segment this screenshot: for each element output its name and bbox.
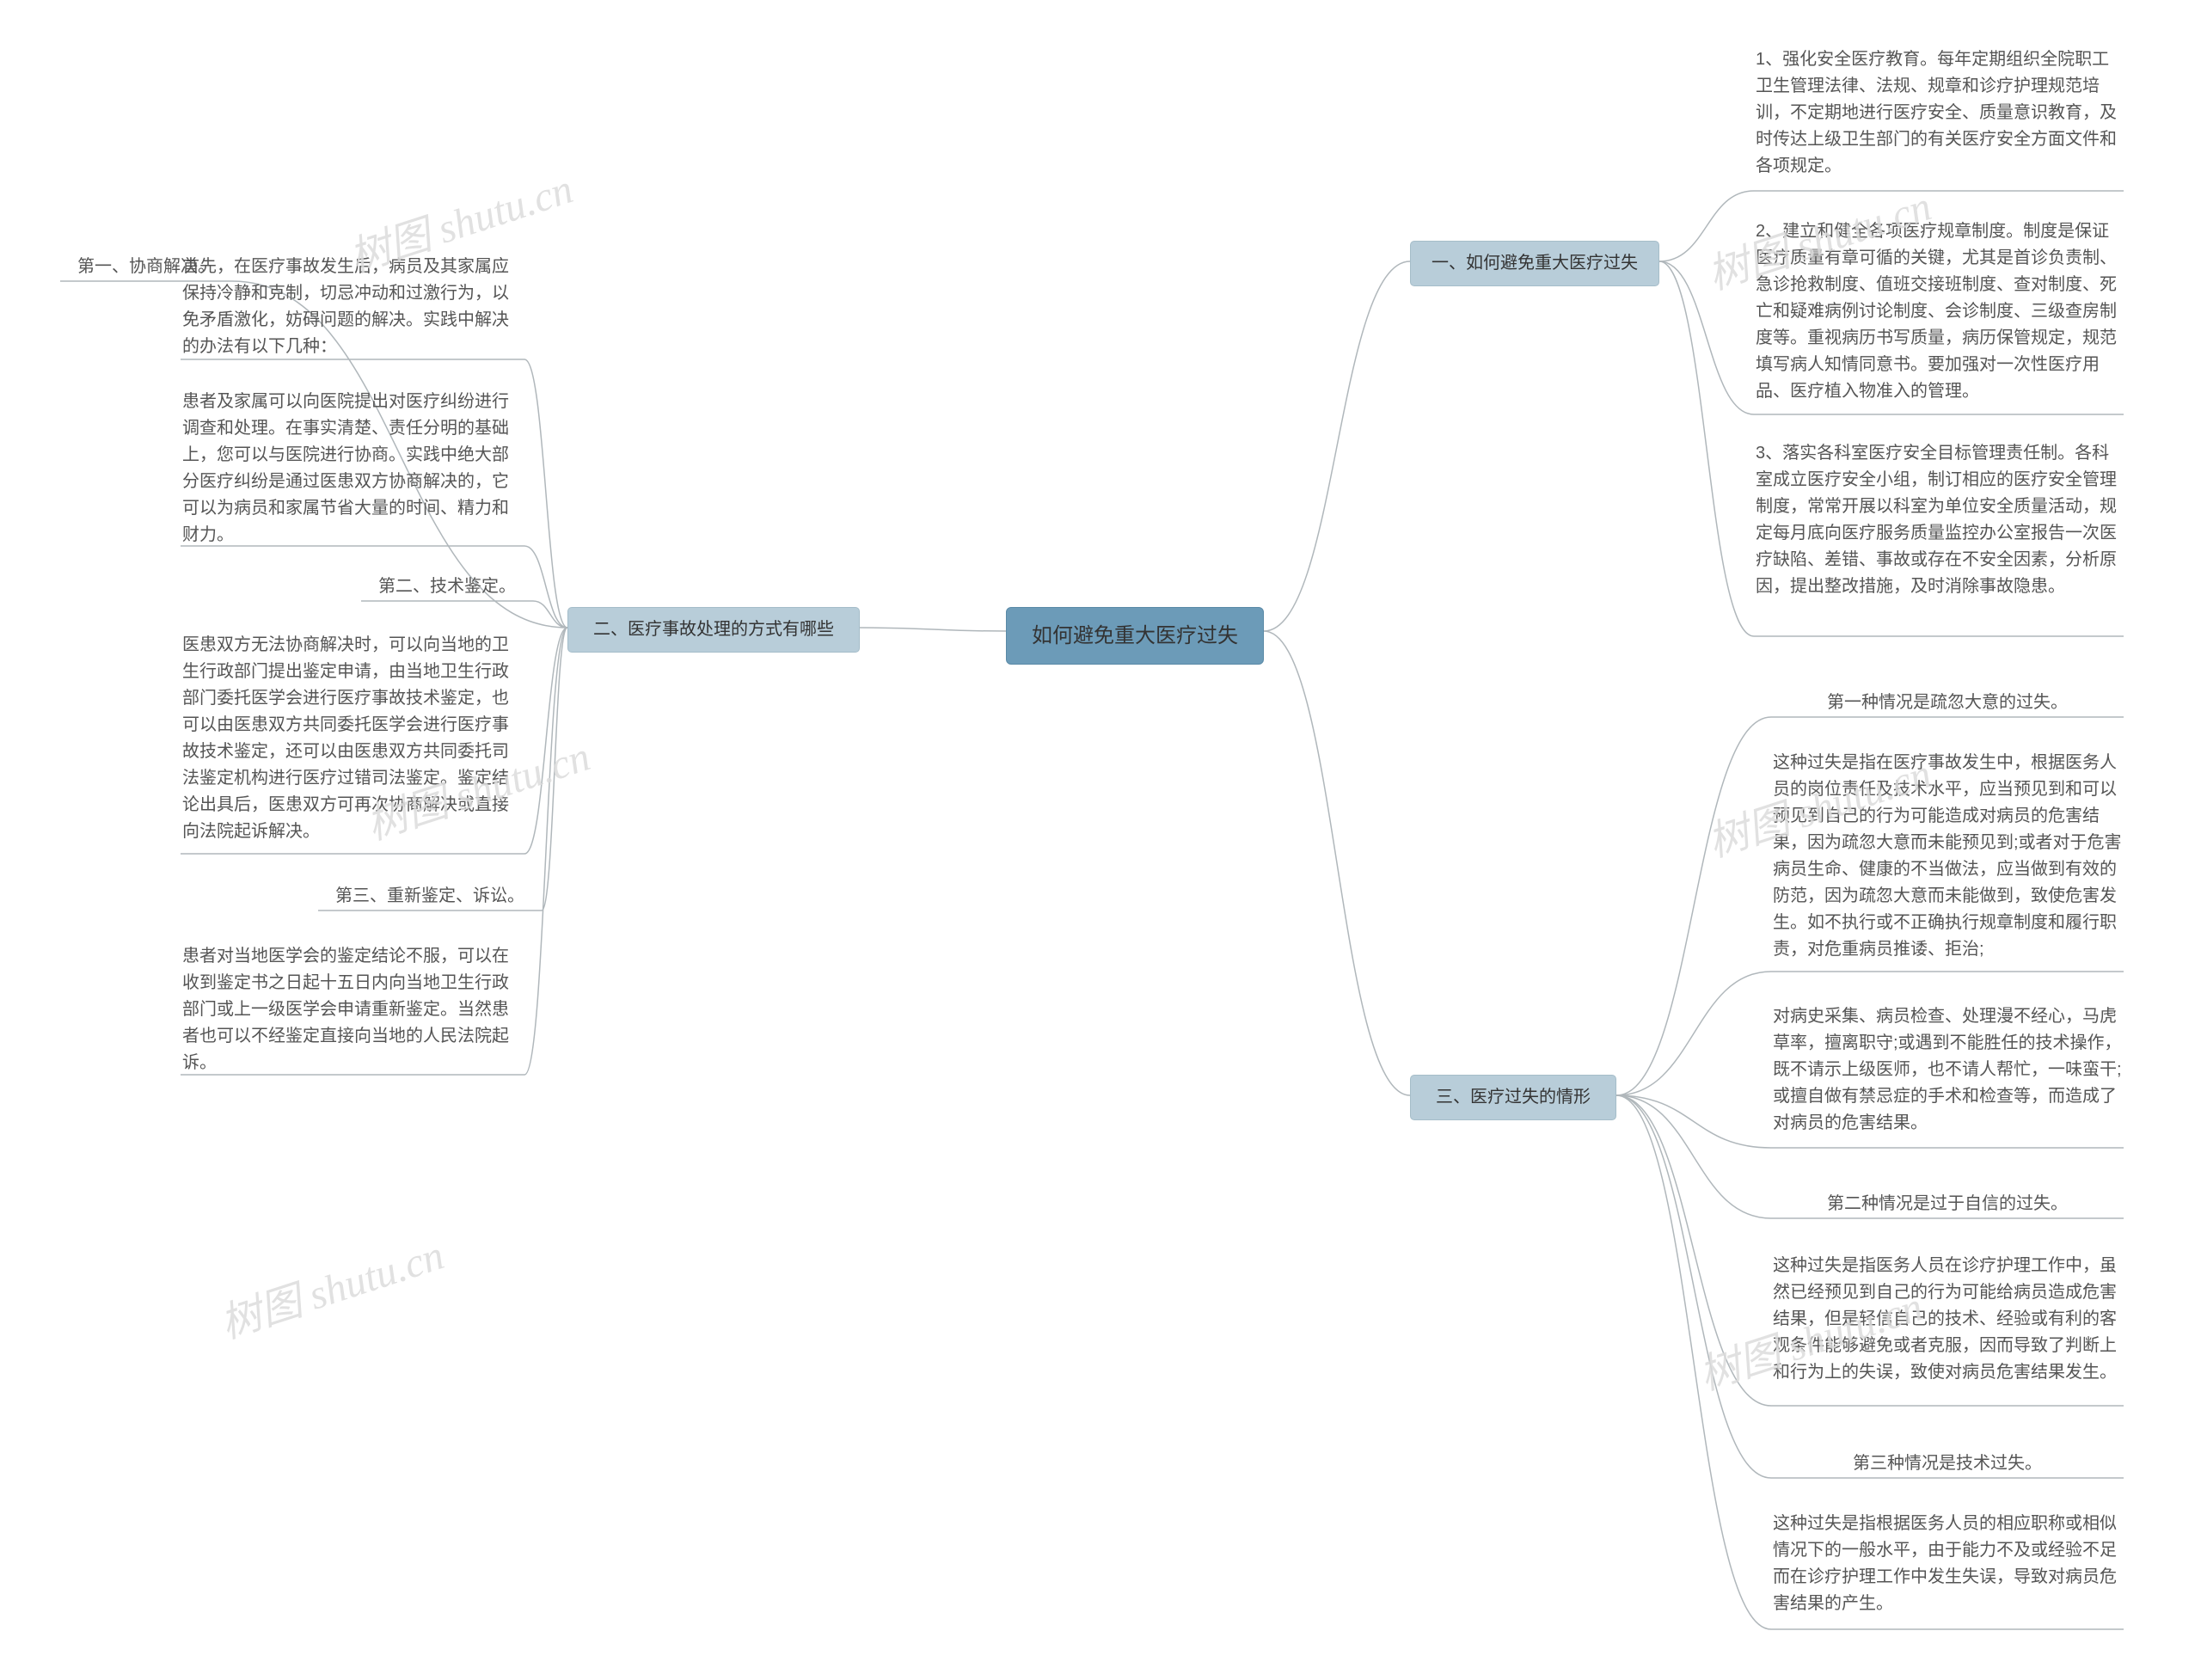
branch-node-3[interactable]: 三、医疗过失的情形 bbox=[1410, 1075, 1616, 1120]
leaf-b1-1: 1、强化安全医疗教育。每年定期组织全院职工卫生管理法律、法规、规章和诊疗护理规范… bbox=[1754, 45, 2124, 181]
leaf-b2-3: 患者及家属可以向医院提出对医疗纠纷进行调查和处理。在事实清楚、责任分明的基础上，… bbox=[181, 387, 524, 550]
leaf-b2-2: 首先，在医疗事故发生后，病员及其家属应保持冷静和克制，切忌冲动和过激行为，以免矛… bbox=[181, 252, 524, 362]
leaf-b2-7: 患者对当地医学会的鉴定结论不服，可以在收到鉴定书之日起十五日内向当地卫生行政部门… bbox=[181, 941, 524, 1078]
leaf-b3-6: 第三种情况是技术过失。 bbox=[1771, 1449, 2124, 1479]
leaf-b2-5: 医患双方无法协商解决时，可以向当地的卫生行政部门提出鉴定申请，由当地卫生行政部门… bbox=[181, 630, 524, 847]
branch-node-1[interactable]: 一、如何避免重大医疗过失 bbox=[1410, 241, 1659, 286]
leaf-b3-3: 对病史采集、病员检查、处理漫不经心，马虎草率，擅离职守;或遇到不能胜任的技术操作… bbox=[1771, 1002, 2124, 1138]
leaf-b3-5: 这种过失是指医务人员在诊疗护理工作中，虽然已经预见到自己的行为可能给病员造成危害… bbox=[1771, 1251, 2124, 1388]
leaf-b3-2: 这种过失是指在医疗事故发生中，根据医务人员的岗位责任及技术水平，应当预见到和可以… bbox=[1771, 748, 2124, 965]
branch-node-2[interactable]: 二、医疗事故处理的方式有哪些 bbox=[567, 607, 860, 653]
leaf-b2-6: 第三、重新鉴定、诉讼。 bbox=[318, 881, 542, 911]
leaf-b1-2: 2、建立和健全各项医疗规章制度。制度是保证医疗质量有章可循的关键，尤其是首诊负责… bbox=[1754, 217, 2124, 407]
leaf-b1-3: 3、落实各科室医疗安全目标管理责任制。各科室成立医疗安全小组，制订相应的医疗安全… bbox=[1754, 438, 2124, 602]
leaf-b3-4: 第二种情况是过于自信的过失。 bbox=[1771, 1189, 2124, 1219]
leaf-b3-1: 第一种情况是疏忽大意的过失。 bbox=[1771, 688, 2124, 718]
root-node[interactable]: 如何避免重大医疗过失 bbox=[1006, 607, 1264, 665]
leaf-b3-7: 这种过失是指根据医务人员的相应职称或相似情况下的一般水平，由于能力不及或经验不足… bbox=[1771, 1509, 2124, 1619]
mindmap-canvas: 如何避免重大医疗过失 一、如何避免重大医疗过失 三、医疗过失的情形 二、医疗事故… bbox=[0, 0, 2201, 1680]
leaf-b2-4: 第二、技术鉴定。 bbox=[361, 572, 533, 602]
watermark: 树图 shutu.cn bbox=[212, 1221, 451, 1350]
